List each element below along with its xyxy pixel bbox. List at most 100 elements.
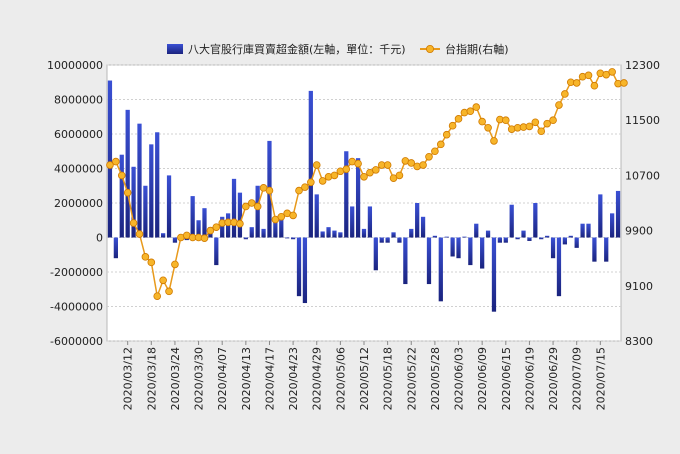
x-tick-label: 2020/06/15 bbox=[500, 347, 513, 410]
bar bbox=[190, 196, 195, 238]
line-marker bbox=[318, 177, 327, 185]
left-tick-label: 8000000 bbox=[54, 94, 103, 107]
x-tick-label: 2020/03/30 bbox=[193, 347, 206, 410]
bar bbox=[539, 237, 544, 240]
x-tick-label: 2020/06/09 bbox=[476, 347, 489, 410]
left-tick-label: 10000000 bbox=[47, 59, 103, 72]
legend-bar-label: 八大官股行庫買賣超金額(左軸，單位：千元) bbox=[188, 42, 406, 56]
bar bbox=[503, 237, 508, 243]
bar bbox=[456, 237, 461, 259]
line-marker bbox=[431, 147, 439, 156]
line-marker bbox=[171, 260, 179, 269]
bar bbox=[468, 237, 473, 266]
legend-line-label: 台指期(右軸) bbox=[445, 42, 509, 56]
right-tick-label: 9900 bbox=[625, 225, 653, 238]
bar bbox=[367, 206, 373, 238]
left-tick-label: -4000000 bbox=[50, 301, 103, 314]
line-marker bbox=[265, 186, 274, 195]
left-tick-label: -6000000 bbox=[50, 335, 103, 348]
bar bbox=[285, 237, 290, 239]
bar bbox=[161, 233, 166, 238]
bar bbox=[255, 185, 260, 238]
line-markers bbox=[106, 68, 628, 300]
bar bbox=[243, 237, 248, 240]
bar bbox=[155, 132, 160, 238]
bar bbox=[432, 235, 438, 238]
line-marker bbox=[425, 152, 433, 161]
bar bbox=[308, 90, 313, 238]
bar bbox=[491, 237, 497, 312]
bar bbox=[220, 216, 225, 238]
line-marker bbox=[549, 116, 557, 124]
bar bbox=[438, 237, 443, 302]
bar bbox=[214, 237, 219, 266]
line-marker bbox=[147, 258, 156, 267]
bar bbox=[125, 109, 130, 238]
right-tick-label: 8300 bbox=[625, 335, 653, 348]
x-tick-label: 2020/03/12 bbox=[122, 347, 135, 410]
bar bbox=[202, 208, 207, 238]
bar bbox=[568, 235, 573, 238]
line-marker bbox=[454, 115, 463, 123]
bar bbox=[320, 231, 325, 238]
legend-marker-swatch bbox=[425, 45, 434, 54]
bar bbox=[166, 175, 172, 238]
bar bbox=[550, 237, 556, 259]
line-marker bbox=[555, 101, 563, 109]
line-marker bbox=[525, 122, 534, 131]
bar bbox=[604, 237, 609, 262]
bar bbox=[131, 166, 136, 238]
bar-series bbox=[107, 80, 621, 312]
line-marker bbox=[442, 130, 451, 139]
bar bbox=[273, 220, 278, 238]
line-marker bbox=[129, 219, 138, 227]
bar bbox=[119, 154, 124, 238]
bar bbox=[515, 237, 520, 240]
bar bbox=[480, 237, 485, 269]
line-marker bbox=[472, 103, 481, 111]
bar bbox=[592, 237, 597, 262]
x-tick-label: 2020/06/03 bbox=[453, 347, 466, 410]
x-tick-label: 2020/04/13 bbox=[240, 347, 253, 410]
line-marker bbox=[200, 234, 209, 242]
line-marker bbox=[106, 161, 114, 169]
line-marker bbox=[448, 121, 457, 130]
line-marker bbox=[312, 161, 321, 169]
x-tick-label: 2020/04/29 bbox=[311, 347, 324, 410]
line-marker bbox=[478, 117, 486, 126]
left-tick-label: 6000000 bbox=[54, 128, 103, 141]
bar bbox=[556, 237, 562, 297]
left-tick-label: -2000000 bbox=[50, 266, 103, 279]
line-marker bbox=[584, 71, 593, 80]
line-marker bbox=[590, 81, 599, 90]
bar bbox=[332, 230, 337, 238]
bar bbox=[314, 194, 319, 238]
line-marker bbox=[307, 178, 315, 187]
bar bbox=[361, 228, 367, 238]
line-marker bbox=[608, 68, 616, 76]
bar bbox=[113, 237, 118, 259]
line-marker bbox=[561, 90, 569, 98]
right-axis-ticks: 12300 11500 10700 9900 9100 8300 bbox=[625, 59, 660, 348]
bar bbox=[302, 237, 308, 304]
bar bbox=[415, 203, 420, 238]
bar bbox=[545, 235, 550, 238]
line-marker bbox=[395, 171, 404, 180]
bar bbox=[279, 215, 284, 238]
x-tick-label: 2020/07/15 bbox=[594, 347, 607, 410]
bar bbox=[326, 227, 331, 238]
line-marker bbox=[277, 213, 286, 221]
bar bbox=[474, 223, 479, 238]
bar bbox=[586, 223, 591, 238]
line-marker bbox=[159, 276, 167, 285]
x-tick-label: 2020/05/22 bbox=[405, 347, 418, 410]
bar bbox=[355, 158, 361, 238]
line-marker bbox=[360, 172, 368, 181]
line-marker bbox=[135, 230, 144, 238]
line-marker bbox=[466, 107, 475, 116]
bar bbox=[107, 80, 113, 238]
bar bbox=[237, 192, 243, 238]
bar bbox=[344, 151, 349, 238]
bar bbox=[409, 228, 414, 238]
